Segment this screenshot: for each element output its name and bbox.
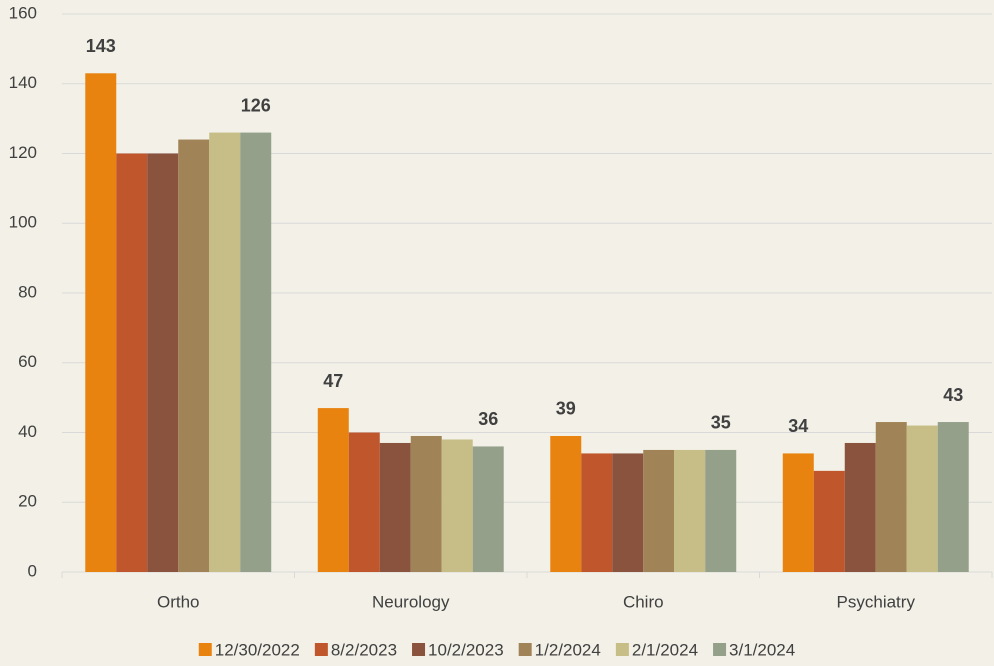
legend-label: 1/2/2024 — [535, 640, 601, 659]
legend-swatch — [198, 643, 212, 656]
bar — [643, 449, 675, 572]
legend-label: 3/1/2024 — [729, 640, 795, 659]
y-tick-label: 0 — [28, 561, 37, 580]
x-tick-label: Chiro — [623, 592, 664, 611]
value-label: 143 — [86, 36, 116, 56]
bar — [85, 73, 117, 572]
x-tick-label: Ortho — [157, 592, 200, 611]
bar — [906, 425, 938, 572]
bar — [813, 470, 845, 572]
bar — [379, 442, 411, 572]
bar — [844, 442, 876, 572]
bar — [550, 435, 582, 572]
bar — [147, 153, 179, 572]
bar — [705, 449, 737, 572]
bar — [875, 422, 907, 572]
bar — [410, 435, 442, 572]
value-label: 36 — [478, 409, 498, 429]
value-label: 43 — [943, 385, 963, 405]
legend-swatch — [615, 643, 629, 656]
bar — [612, 453, 644, 572]
x-tick-label: Psychiatry — [837, 592, 916, 611]
legend-swatch — [713, 643, 727, 656]
legend-swatch — [314, 643, 328, 656]
value-label: 126 — [241, 95, 271, 115]
bar — [317, 408, 349, 572]
bar — [581, 453, 613, 572]
bar — [782, 453, 814, 572]
bar — [674, 449, 706, 572]
y-tick-label: 140 — [9, 73, 37, 92]
bar — [178, 139, 210, 573]
bar — [209, 132, 241, 572]
bar — [472, 446, 504, 572]
legend-swatch — [518, 643, 532, 656]
y-tick-label: 100 — [9, 213, 37, 232]
legend-label: 8/2/2023 — [331, 640, 397, 659]
x-tick-label: Neurology — [372, 592, 450, 611]
y-tick-label: 20 — [18, 492, 37, 511]
legend-label: 10/2/2023 — [428, 640, 504, 659]
bar — [240, 132, 272, 572]
legend-label: 2/1/2024 — [632, 640, 698, 659]
legend-swatch — [412, 643, 426, 656]
bar — [441, 439, 473, 572]
y-tick-label: 60 — [18, 352, 37, 371]
value-label: 39 — [556, 399, 576, 419]
y-tick-label: 40 — [18, 422, 37, 441]
bar — [937, 422, 969, 572]
value-label: 35 — [711, 413, 731, 433]
bar — [348, 432, 380, 572]
bar — [116, 153, 148, 572]
y-tick-label: 80 — [18, 282, 37, 301]
y-tick-label: 160 — [9, 3, 37, 22]
value-label: 47 — [323, 371, 343, 391]
value-label: 34 — [788, 416, 808, 436]
y-tick-label: 120 — [9, 143, 37, 162]
legend-label: 12/30/2022 — [215, 640, 300, 659]
